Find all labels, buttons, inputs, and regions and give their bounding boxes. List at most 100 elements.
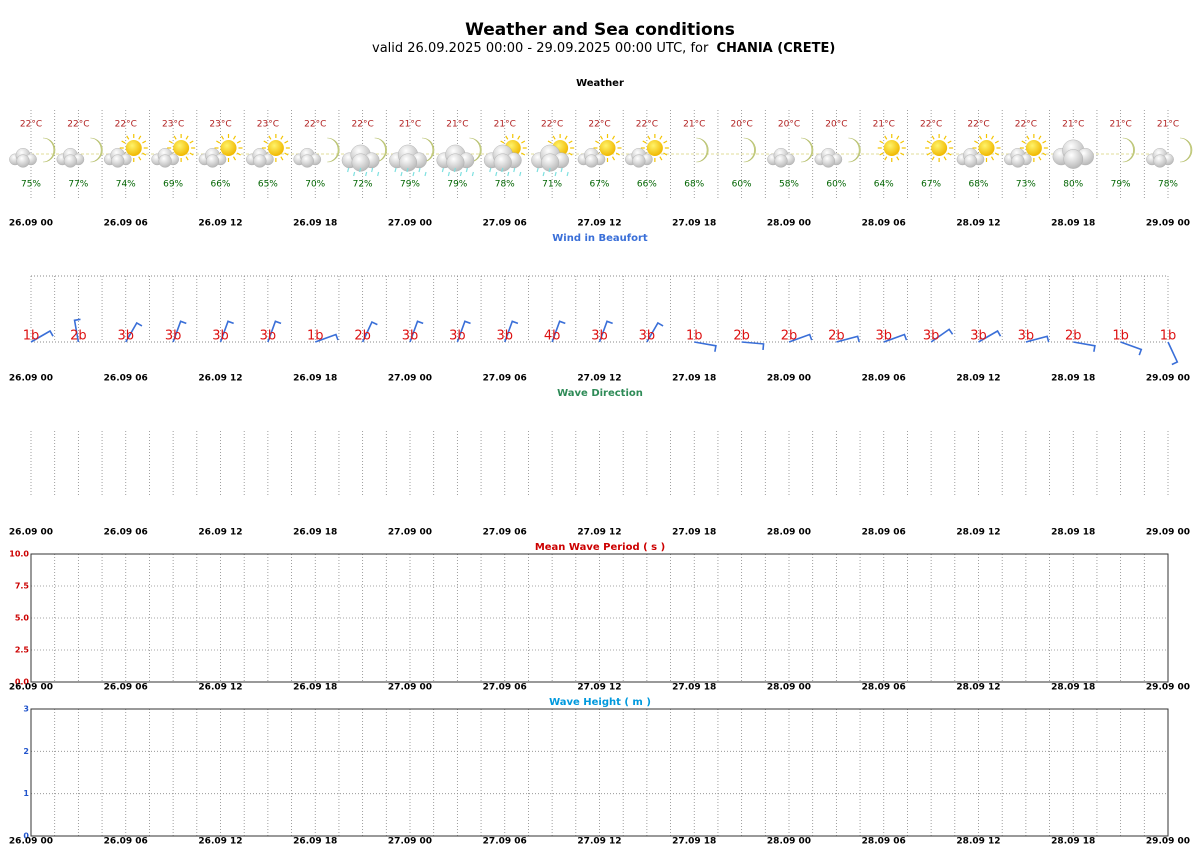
sun-ray	[185, 156, 189, 161]
rain-drop	[513, 167, 516, 173]
sun-ray	[1026, 135, 1030, 140]
x-tick-label: 27.09 12	[577, 219, 621, 229]
humidity-label: 79%	[400, 180, 420, 190]
sun-ray	[173, 135, 177, 140]
rain-drop	[353, 171, 356, 177]
panel-title: Wind in Beaufort	[552, 233, 648, 244]
humidity-label: 77%	[68, 180, 88, 190]
x-tick-label: 26.09 12	[198, 219, 242, 229]
sun-ray	[142, 140, 147, 144]
temperature-label: 22°C	[636, 120, 658, 130]
sun-ray	[284, 152, 289, 156]
moon	[1122, 137, 1135, 163]
x-tick-label: 28.09 06	[862, 374, 906, 384]
wind-label: 3b	[970, 329, 987, 344]
x-tick-label: 28.09 00	[767, 837, 811, 847]
humidity-label: 60%	[826, 180, 846, 190]
sun-ray	[284, 140, 289, 144]
weather-icon	[56, 137, 103, 168]
y-tick-label: 10.0	[9, 550, 29, 559]
sun-ray	[547, 140, 552, 144]
sun-ray	[236, 140, 241, 144]
temperature-label: 22°C	[1015, 120, 1037, 130]
sun-ray	[931, 135, 935, 140]
sun-ray	[1042, 140, 1047, 144]
weather-icon	[743, 137, 756, 163]
cloud	[814, 147, 843, 168]
x-tick-label: 26.09 18	[293, 219, 337, 229]
sun-ray	[126, 135, 130, 140]
x-tick-label: 26.09 12	[198, 528, 242, 538]
x-tick-label: 26.09 12	[198, 683, 242, 693]
rain-drop	[453, 167, 456, 173]
sun-ray	[947, 140, 952, 144]
cloud-part	[963, 154, 978, 168]
x-tick-label: 26.09 18	[293, 837, 337, 847]
x-tick-label: 27.09 06	[483, 683, 527, 693]
sun-ray	[268, 135, 272, 140]
temperature-label: 21°C	[1110, 120, 1132, 130]
wind-label: 2b	[70, 329, 87, 344]
sun-ray	[900, 140, 905, 144]
weather-icon	[293, 137, 340, 168]
cloud	[198, 147, 227, 168]
x-tick-label: 29.09 00	[1146, 683, 1190, 693]
humidity-label: 58%	[779, 180, 799, 190]
x-tick-label: 27.09 00	[388, 683, 432, 693]
sun-ray	[926, 152, 931, 156]
cloud	[436, 144, 475, 172]
sun-ray	[990, 135, 995, 140]
sun-ray	[659, 135, 663, 140]
rain-drop	[554, 171, 557, 177]
sun-ray	[280, 135, 284, 140]
sun-ray	[943, 156, 947, 161]
humidity-label: 69%	[163, 180, 183, 190]
wind-barb	[883, 333, 908, 343]
wind-barb	[1073, 341, 1096, 352]
moon	[696, 137, 709, 163]
x-tick-label: 27.09 00	[388, 374, 432, 384]
cloud	[389, 144, 427, 172]
x-tick-label: 28.09 12	[956, 528, 1000, 538]
temperature-label: 22°C	[67, 120, 89, 130]
x-tick-label: 27.09 00	[388, 219, 432, 229]
y-tick-label: 0	[23, 832, 29, 841]
weather-icon	[956, 134, 1001, 168]
x-tick-label: 26.09 12	[198, 374, 242, 384]
weather-icon	[103, 134, 148, 168]
sun-ray	[884, 156, 888, 161]
sun-ray	[280, 156, 284, 161]
x-tick-label: 26.09 18	[293, 528, 337, 538]
sun-ray	[943, 135, 947, 140]
wind-barb	[409, 320, 424, 343]
sun-ray	[168, 140, 173, 144]
sun-ray	[663, 140, 668, 144]
x-tick-label: 26.09 18	[293, 374, 337, 384]
rain-drop	[418, 167, 421, 173]
temperature-label: 22°C	[304, 120, 326, 130]
cloud-part	[63, 154, 77, 168]
sun-ray	[615, 140, 620, 144]
x-tick-label: 26.09 00	[9, 374, 53, 384]
wind-barb	[1025, 335, 1050, 343]
page-subtitle: valid 26.09.2025 00:00 - 29.09.2025 00:0…	[372, 41, 835, 56]
wind-barb	[694, 341, 717, 352]
wind-label: 3b	[402, 329, 419, 344]
x-tick-label: 29.09 00	[1146, 528, 1190, 538]
cloud-part	[1063, 149, 1084, 169]
temperature-label: 22°C	[20, 120, 42, 130]
wind-label: 3b	[875, 329, 892, 344]
wind-label: 4b	[544, 329, 561, 344]
cloud-part	[253, 154, 267, 168]
humidity-label: 65%	[258, 180, 278, 190]
sun	[599, 140, 616, 156]
wind-label: 1b	[307, 329, 324, 344]
weather-icon	[925, 134, 954, 162]
sun-ray	[879, 140, 884, 144]
cloud	[1004, 147, 1032, 168]
rain-drop	[501, 167, 504, 173]
sun-ray	[564, 135, 568, 140]
sun-ray	[663, 152, 668, 156]
humidity-label: 72%	[353, 180, 373, 190]
